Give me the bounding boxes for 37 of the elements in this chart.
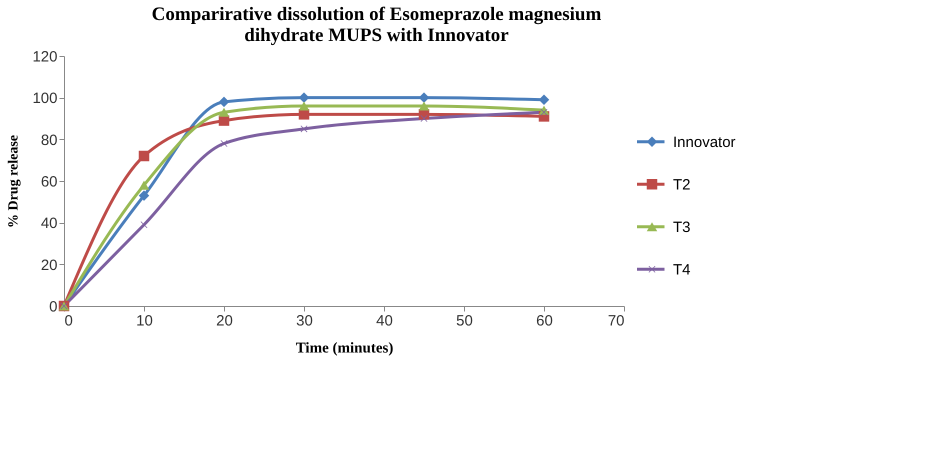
text: Comparirative dissolution of Esomeprazole magnesium <box>152 4 602 25</box>
x-tick-label: 60 <box>536 312 553 330</box>
legend-label: Innovator <box>673 134 736 151</box>
y-tick-label: 20 <box>40 256 58 274</box>
legend-label: T4 <box>673 261 691 278</box>
y-tick-label: 0 <box>49 298 58 316</box>
point <box>300 126 308 132</box>
point <box>140 221 148 228</box>
x-tick-label: 20 <box>216 312 233 330</box>
x-axis-title: Time (minutes) <box>296 340 394 356</box>
point <box>220 140 228 147</box>
y-axis-title: % Drug release <box>6 134 22 228</box>
x-tick-label: 50 <box>456 312 473 330</box>
point <box>218 108 230 117</box>
point <box>298 92 310 103</box>
point <box>420 115 428 122</box>
point <box>298 101 310 111</box>
y-tick-label: 80 <box>40 132 58 149</box>
y-tick-label: 100 <box>32 90 58 108</box>
point <box>418 101 430 111</box>
x-tick-label: 10 <box>136 312 153 330</box>
legend-label: T2 <box>673 176 691 194</box>
y-tick-label: 40 <box>40 215 58 232</box>
text: dihydrate MUPS with Innovator <box>244 25 509 46</box>
point <box>538 94 550 105</box>
point <box>418 92 430 103</box>
y-tick-label: 60 <box>40 174 58 190</box>
point <box>138 180 150 190</box>
x-tick-label: 40 <box>376 312 393 330</box>
x-tick-label: 0 <box>64 312 73 330</box>
legend-label: T3 <box>673 218 691 236</box>
x-tick-label: 70 <box>608 312 624 330</box>
point <box>138 150 150 162</box>
point <box>138 190 150 201</box>
point <box>218 96 230 108</box>
y-tick-label: 120 <box>32 48 58 66</box>
x-tick-label: 30 <box>296 312 313 330</box>
